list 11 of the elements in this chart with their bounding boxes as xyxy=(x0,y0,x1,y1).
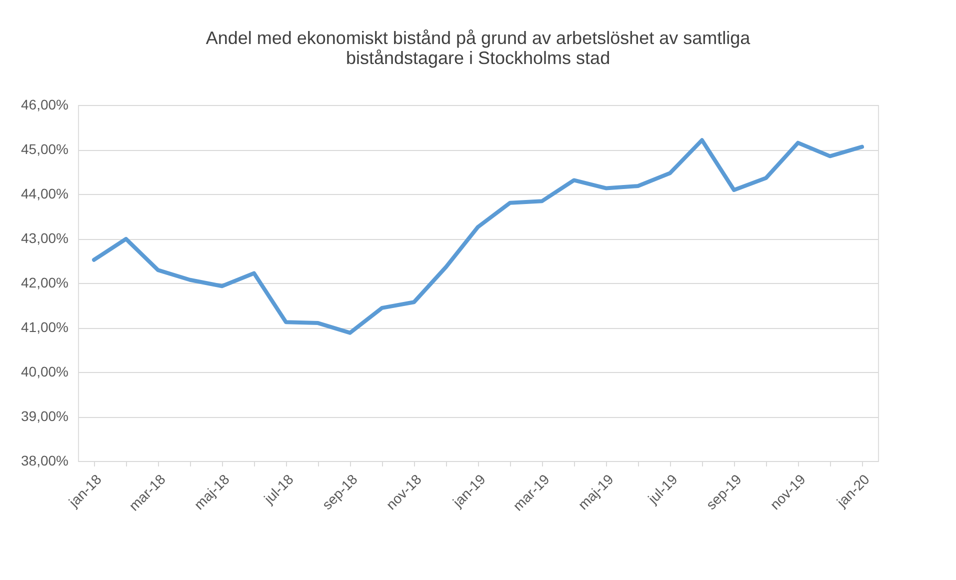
y-tick-label: 39,00% xyxy=(21,408,68,424)
y-tick-label: 46,00% xyxy=(21,96,68,112)
line-series xyxy=(92,138,864,335)
y-tick-label: 43,00% xyxy=(21,230,68,246)
chart-title: Andel med ekonomiskt bistånd på grund av arbetslöshet av samtliga biståndstagare i Stockholms stad xyxy=(206,28,752,68)
y-tick-label: 40,00% xyxy=(21,364,68,380)
y-tick-label: 42,00% xyxy=(21,274,68,290)
y-tick-label: 44,00% xyxy=(21,186,68,202)
y-tick-label: 45,00% xyxy=(21,141,68,157)
y-tick-label: 41,00% xyxy=(21,319,68,335)
y-tick-label: 38,00% xyxy=(21,452,68,468)
